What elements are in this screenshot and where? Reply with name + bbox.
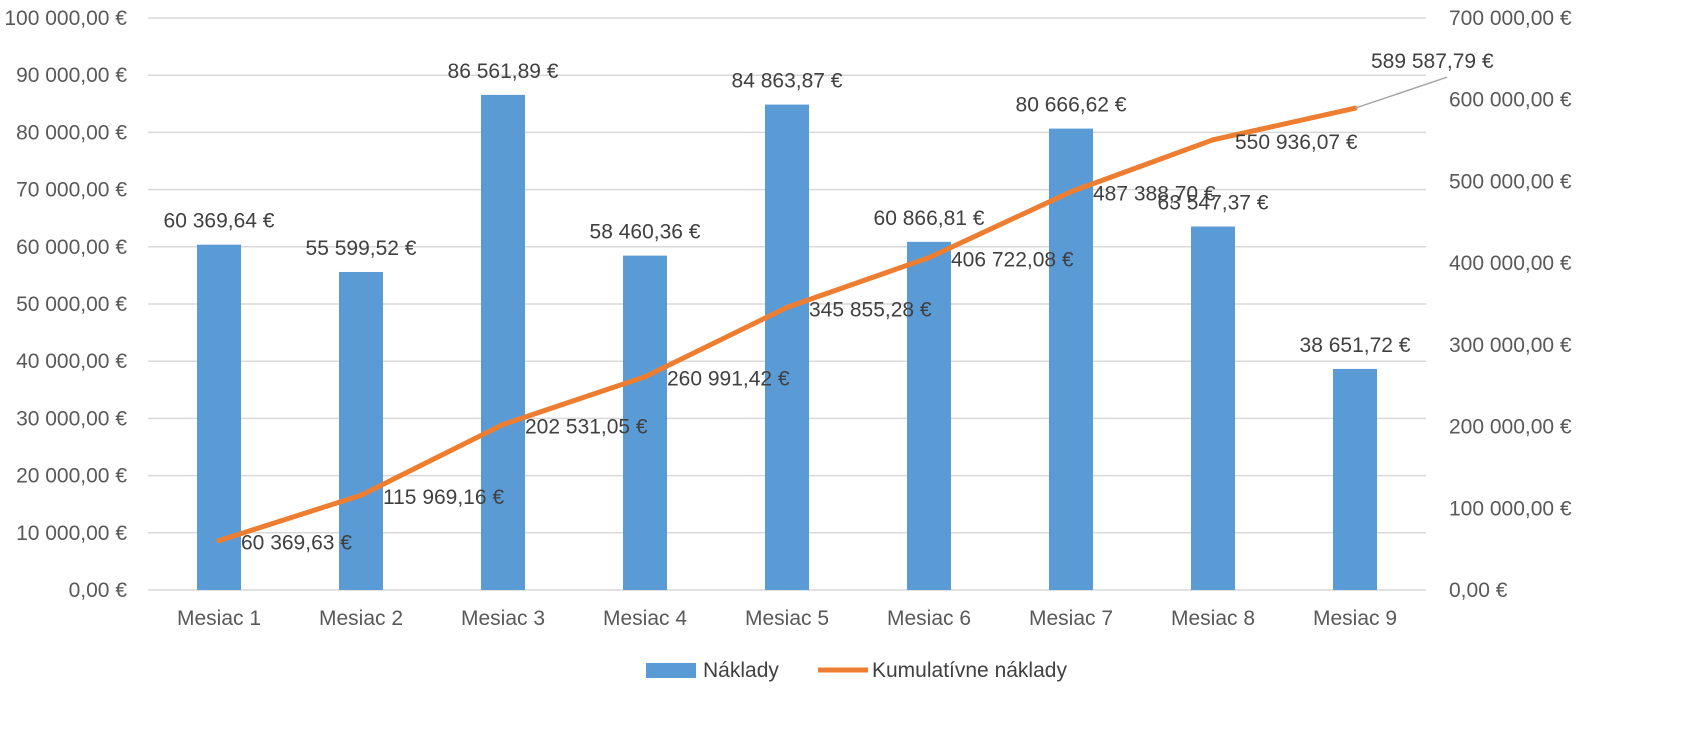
legend-swatch-naklady	[646, 663, 696, 678]
x-tick-label: Mesiac 6	[887, 607, 971, 630]
bar	[339, 271, 383, 590]
x-tick-label: Mesiac 8	[1171, 607, 1255, 630]
line-data-label: 260 991,42 €	[667, 368, 790, 391]
x-tick-label: Mesiac 1	[177, 607, 261, 630]
line-data-label: 60 369,63 €	[241, 532, 352, 555]
line-point	[358, 492, 364, 498]
bar	[481, 94, 525, 590]
bar-data-label: 60 866,81 €	[874, 207, 985, 230]
line-point	[642, 374, 648, 380]
bar-data-label: 80 666,62 €	[1016, 94, 1127, 117]
y-right-tick-label: 700 000,00 €	[1449, 7, 1572, 30]
bar-data-label: 38 651,72 €	[1300, 334, 1411, 357]
y-right-tick-label: 300 000,00 €	[1449, 334, 1572, 357]
bar-data-label: 86 561,89 €	[448, 60, 559, 83]
y-right-tick-label: 600 000,00 €	[1449, 89, 1572, 112]
bar-data-label: 84 863,87 €	[732, 70, 843, 93]
line-data-label: 115 969,16 €	[383, 486, 504, 509]
bar-data-label: 60 369,64 €	[164, 210, 275, 233]
x-tick-label: Mesiac 2	[319, 607, 403, 630]
y-left-tick-label: 20 000,00 €	[16, 465, 127, 488]
y-left-tick-label: 40 000,00 €	[16, 350, 127, 373]
line-data-label: 589 587,79 €	[1371, 50, 1494, 73]
legend-label-kumulativne: Kumulatívne náklady	[872, 659, 1067, 682]
y-right-tick-label: 100 000,00 €	[1449, 497, 1572, 520]
y-right-tick-label: 200 000,00 €	[1449, 416, 1572, 439]
y-left-tick-label: 0,00 €	[69, 579, 128, 602]
bar	[907, 241, 951, 590]
line-data-label: 487 388,70 €	[1093, 183, 1216, 206]
bar-data-label: 58 460,36 €	[590, 221, 701, 244]
bar	[1333, 368, 1377, 590]
bar	[1049, 128, 1093, 591]
y-left-tick-label: 10 000,00 €	[16, 522, 127, 545]
line-data-label: 202 531,05 €	[525, 416, 648, 439]
y-left-tick-label: 80 000,00 €	[16, 121, 127, 144]
line-point	[926, 255, 932, 261]
line-point	[1210, 137, 1216, 143]
y-left-tick-label: 60 000,00 €	[16, 236, 127, 259]
y-left-tick-label: 30 000,00 €	[16, 407, 127, 430]
x-tick-label: Mesiac 3	[461, 607, 545, 630]
line-data-label: 345 855,28 €	[809, 298, 932, 321]
line-point	[784, 304, 790, 310]
x-tick-label: Mesiac 7	[1029, 607, 1113, 630]
y-left-tick-label: 100 000,00 €	[4, 7, 127, 30]
bar-data-label: 63 547,37 €	[1158, 192, 1269, 215]
y-right-tick-label: 0,00 €	[1449, 579, 1508, 602]
bar	[623, 255, 667, 590]
x-tick-label: Mesiac 4	[603, 607, 687, 630]
x-tick-label: Mesiac 9	[1313, 607, 1397, 630]
leader-line	[1354, 76, 1448, 109]
bar	[1191, 226, 1235, 591]
bar-data-label: 55 599,52 €	[306, 237, 417, 260]
y-left-tick-label: 50 000,00 €	[16, 293, 127, 316]
bar	[765, 104, 809, 590]
line-data-label: 406 722,08 €	[951, 249, 1074, 272]
y-left-tick-label: 90 000,00 €	[16, 64, 127, 87]
line-point	[216, 538, 222, 544]
line-point	[1068, 189, 1074, 195]
y-right-tick-label: 400 000,00 €	[1449, 252, 1572, 275]
line-point	[500, 422, 506, 428]
y-right-tick-label: 500 000,00 €	[1449, 170, 1572, 193]
line-data-label: 550 936,07 €	[1235, 131, 1358, 154]
bar	[197, 244, 241, 590]
x-tick-label: Mesiac 5	[745, 607, 829, 630]
y-left-tick-label: 70 000,00 €	[16, 179, 127, 202]
legend-label-naklady: Náklady	[703, 659, 779, 682]
